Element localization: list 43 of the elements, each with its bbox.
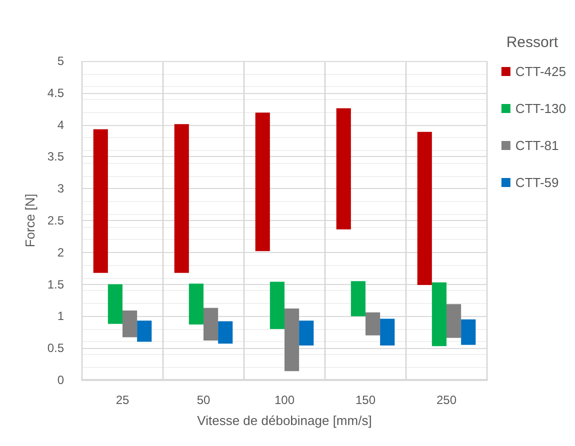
bar [255,112,270,252]
bar [93,129,108,273]
y-tick-label: 5 [57,54,64,68]
y-tick-label: 4.5 [47,86,64,100]
x-tick-label: 100 [274,393,295,407]
x-tick-label: 50 [196,393,210,407]
legend-title: Ressort [506,34,559,51]
bar [122,310,138,338]
y-tick-label: 3.5 [47,150,64,164]
bar [432,282,446,346]
bar [174,124,189,273]
y-tick-label: 0.5 [47,341,64,356]
bar [366,312,380,336]
bar [188,284,204,324]
bar [299,320,314,346]
y-tick-label: 2.5 [47,214,64,228]
bar [270,282,284,329]
bar [350,281,366,316]
legend-label: CTT-59 [515,175,559,190]
x-tick-label: 150 [355,393,376,407]
bar [204,308,218,340]
y-tick-label: 0 [57,373,64,387]
bar [461,319,476,345]
bar [417,132,432,285]
y-tick-label: 3 [57,182,64,196]
y-axis-title: Force [N] [22,194,38,248]
legend-label: CTT-81 [515,138,559,153]
bar [284,308,300,372]
bar [137,320,152,342]
bar [446,304,462,338]
y-tick-label: 2 [57,245,64,260]
bar [108,284,122,324]
x-tick-label: 250 [436,393,457,407]
y-tick-label: 1 [57,309,64,324]
bar [380,318,395,346]
x-axis-title: Vitesse de débobinage [mm/s] [197,413,372,428]
y-tick-label: 4 [57,118,64,132]
bar [336,108,351,230]
y-tick-label: 1.5 [47,277,64,292]
bar [218,321,233,344]
legend-label: CTT-130 [515,101,566,116]
x-tick-label: 25 [116,393,130,407]
legend-label: CTT-425 [515,64,566,79]
